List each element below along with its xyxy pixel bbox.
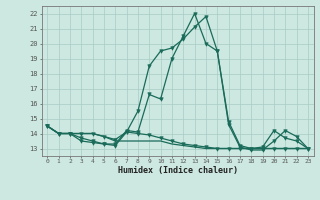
- X-axis label: Humidex (Indice chaleur): Humidex (Indice chaleur): [118, 166, 237, 175]
